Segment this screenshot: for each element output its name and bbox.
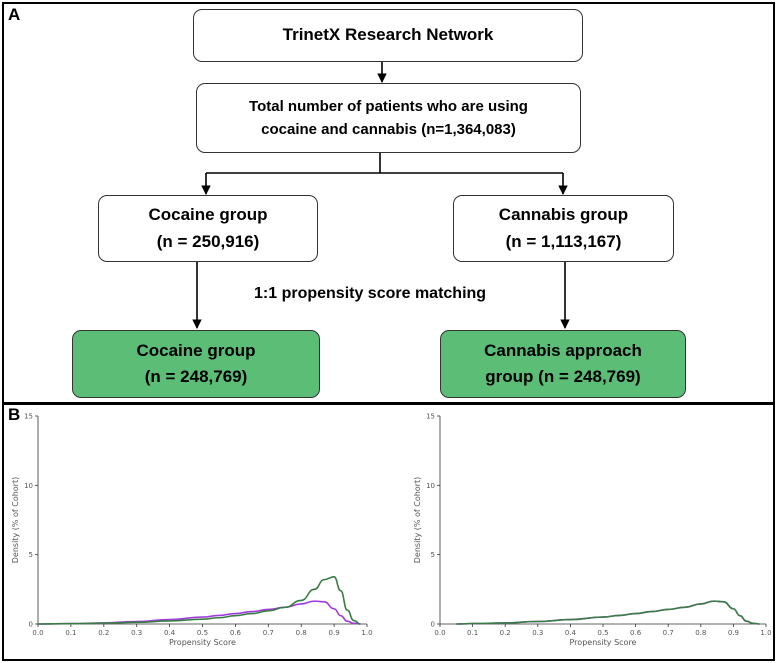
x-tick-label: 0.4 [164,629,176,637]
cannabis-matched-box: Cannabis approach group (n = 248,769) [440,330,686,398]
cocaine-matched-label: Cocaine group [136,340,256,360]
x-tick-label: 0.9 [728,629,739,637]
x-tick-label: 0.5 [597,629,608,637]
x-tick-label: 0.7 [263,629,274,637]
total-patients-line-2: cocaine and cannabis (n=1,364,083) [261,121,516,138]
cocaine-matched-count: (n = 248,769) [144,367,248,386]
x-tick-label: 0.3 [532,629,543,637]
y-tick-label: 5 [29,551,33,559]
y-axis-label: Density (% of Cohort) [11,477,20,563]
trinetx-network-label: TrinetX Research Network [282,25,494,45]
density-curve-2 [456,600,760,625]
panel-a-letter: A [8,5,21,24]
x-axis-label: Propensity Score [570,638,637,647]
cannabis-matched-label-2: group (n = 248,769) [485,367,641,386]
x-tick-label: 0.2 [500,629,511,637]
x-tick-label: 0.7 [663,629,674,637]
total-patients-box: Total number of patients who are using c… [196,83,581,153]
x-tick-label: 0.9 [329,629,340,637]
x-tick-label: 0.6 [630,629,642,637]
x-tick-label: 0.5 [197,629,208,637]
y-tick-label: 15 [24,413,33,421]
cannabis-group-box: Cannabis group (n = 1,113,167) [453,195,674,262]
x-axis-label: Propensity Score [169,638,236,647]
x-tick-label: 1.0 [760,629,771,637]
x-tick-label: 0.8 [695,629,706,637]
y-tick-label: 10 [426,482,435,490]
x-tick-label: 0.6 [230,629,242,637]
total-patients-line-1: Total number of patients who are using [249,97,528,115]
trinetx-network-box: TrinetX Research Network [193,9,583,62]
y-tick-label: 10 [24,482,33,490]
x-tick-label: 0.0 [434,629,445,637]
density-curve-2 [37,600,361,625]
y-tick-label: 15 [426,413,435,421]
y-axis-label: Density (% of Cohort) [413,477,422,563]
y-tick-label: 5 [431,551,435,559]
x-tick-label: 0.8 [296,629,307,637]
x-tick-label: 0.3 [131,629,142,637]
density-curve-1 [456,600,760,625]
x-tick-label: 0.4 [565,629,577,637]
matching-label: 1:1 propensity score matching [254,285,487,302]
x-tick-label: 0.1 [467,629,478,637]
cannabis-matched-label-1: Cannabis approach [484,340,642,360]
cocaine-matched-box: Cocaine group (n = 248,769) [72,330,320,398]
x-tick-label: 0.0 [32,629,43,637]
panel-b-letter: B [8,405,21,424]
cocaine-group-box: Cocaine group (n = 250,916) [98,195,318,262]
x-tick-label: 1.0 [361,629,372,637]
propensity-density-panel: B [2,403,775,661]
cocaine-group-label: Cocaine group [148,205,268,225]
cannabis-group-label: Cannabis group [498,205,629,225]
x-tick-label: 0.1 [65,629,76,637]
y-tick-label: 0 [431,621,435,629]
cannabis-group-count: (n = 1,113,167) [505,231,622,251]
cocaine-group-count: (n = 250,916) [156,231,260,251]
y-tick-label: 0 [29,621,33,629]
density-curve-1 [37,576,361,625]
x-tick-label: 0.2 [98,629,109,637]
